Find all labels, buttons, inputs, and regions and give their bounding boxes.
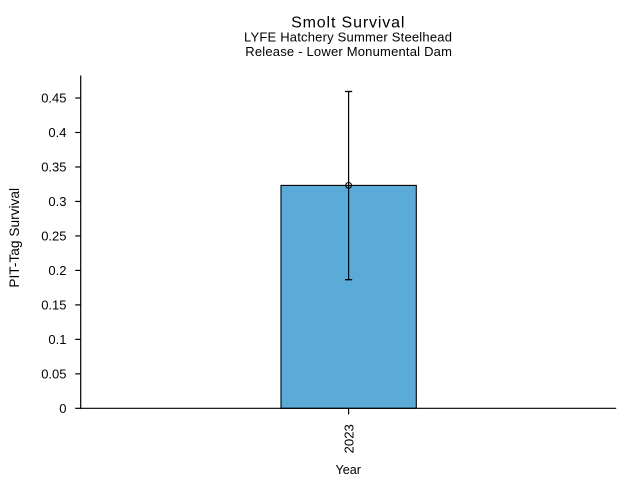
svg-text:0.1: 0.1 bbox=[48, 332, 66, 347]
svg-text:0.35: 0.35 bbox=[41, 160, 66, 175]
svg-text:0.4: 0.4 bbox=[48, 125, 66, 140]
svg-text:0.45: 0.45 bbox=[41, 91, 66, 106]
svg-text:2023: 2023 bbox=[341, 424, 356, 453]
svg-text:0.2: 0.2 bbox=[48, 263, 66, 278]
svg-text:PIT-Tag Survival: PIT-Tag Survival bbox=[7, 188, 22, 288]
svg-text:LYFE Hatchery Summer Steelhead: LYFE Hatchery Summer Steelhead bbox=[244, 30, 452, 45]
svg-text:Smolt Survival: Smolt Survival bbox=[291, 15, 405, 32]
svg-text:0.3: 0.3 bbox=[48, 194, 66, 209]
svg-text:0.05: 0.05 bbox=[41, 366, 66, 381]
svg-text:0.15: 0.15 bbox=[41, 297, 66, 312]
svg-text:Year: Year bbox=[335, 463, 360, 477]
svg-text:0: 0 bbox=[59, 401, 66, 416]
svg-text:Release - Lower Monumental Dam: Release - Lower Monumental Dam bbox=[245, 44, 452, 59]
svg-text:0.25: 0.25 bbox=[41, 228, 66, 243]
